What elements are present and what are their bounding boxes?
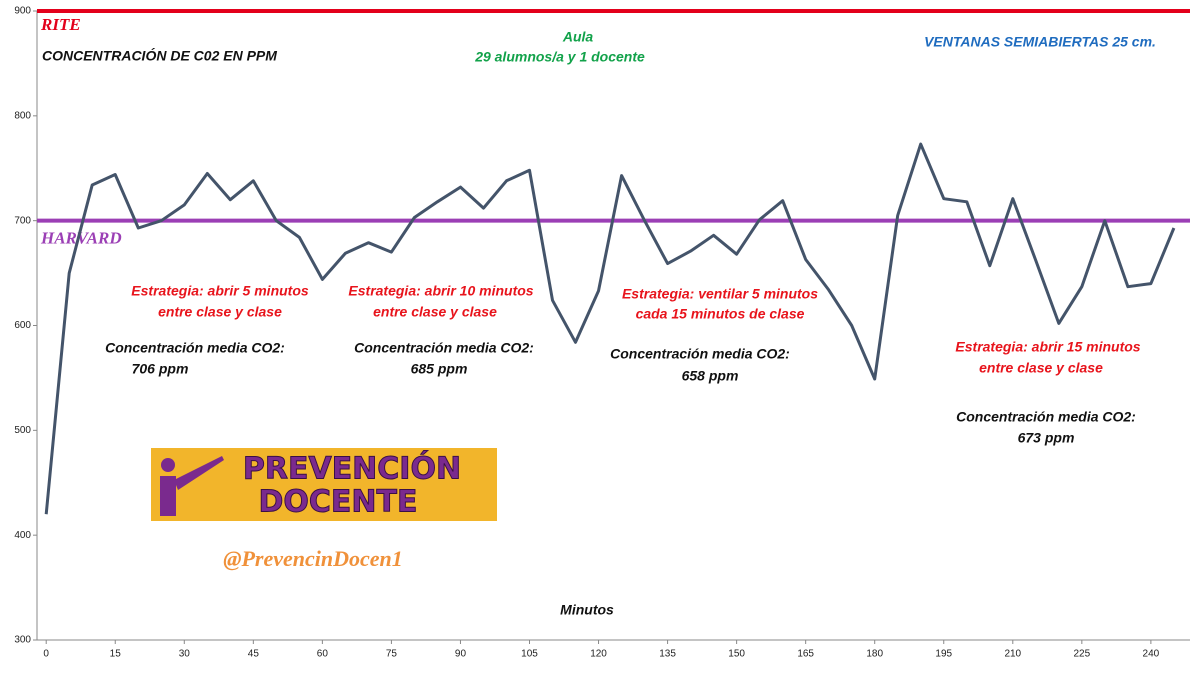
x-tick-label: 0	[43, 649, 49, 660]
annotation: entre clase y clase	[979, 360, 1103, 376]
x-tick-label: 105	[521, 649, 538, 660]
handle: @PrevencinDocen1	[223, 546, 403, 571]
annotation: 685 ppm	[411, 361, 468, 377]
logo-icon	[161, 458, 175, 472]
subtitle: Aula	[562, 29, 594, 45]
x-tick-label: 165	[797, 649, 814, 660]
x-tick-label: 195	[935, 649, 952, 660]
x-tick-label: 30	[179, 649, 191, 660]
x-tick-label: 120	[590, 649, 607, 660]
y-tick-label: 800	[14, 110, 31, 121]
subtitle: 29 alumnos/a y 1 docente	[474, 49, 645, 65]
annotation: Concentración media CO2:	[610, 346, 790, 362]
annotation: 658 ppm	[682, 368, 739, 384]
annotation: Estrategia: abrir 5 minutos	[131, 283, 309, 299]
reference-label: HARVARD	[40, 229, 122, 248]
annotation: Estrategia: ventilar 5 minutos	[622, 286, 818, 302]
logo-background	[151, 448, 497, 521]
annotation: Estrategia: abrir 10 minutos	[348, 283, 533, 299]
logo-text: PREVENCIÓN	[243, 450, 461, 487]
annotation: Concentración media CO2:	[105, 340, 285, 356]
logo-text: DOCENTE	[259, 485, 418, 520]
x-tick-label: 150	[728, 649, 745, 660]
logo-icon	[174, 456, 224, 490]
x-tick-label: 90	[455, 649, 467, 660]
reference-label: RITE	[40, 15, 81, 34]
x-tick-label: 60	[317, 649, 329, 660]
x-tick-label: 135	[659, 649, 676, 660]
annotation: Concentración media CO2:	[956, 409, 1136, 425]
x-tick-label: 210	[1004, 649, 1021, 660]
annotation: entre clase y clase	[373, 304, 497, 320]
annotation: Concentración media CO2:	[354, 340, 534, 356]
data-line	[44, 142, 1176, 515]
y-tick-label: 500	[14, 425, 31, 436]
annotation: 706 ppm	[132, 361, 189, 377]
logo: PREVENCIÓN DOCENTE	[151, 448, 497, 521]
x-tick-label: 15	[110, 649, 122, 660]
x-tick-label: 75	[386, 649, 398, 660]
y-tick-label: 700	[14, 215, 31, 226]
y-tick-label: 900	[14, 6, 31, 17]
x-tick-label: 225	[1073, 649, 1090, 660]
x-axis-label: Minutos	[560, 602, 614, 618]
plot: 300 400 500 600 700 800 900 0 15 30 45 60 75 90 105 120…	[14, 6, 1190, 660]
x-tick-label: 180	[866, 649, 883, 660]
note: VENTANAS SEMIABIERTAS 25 cm.	[924, 34, 1156, 50]
y-tick-label: 400	[14, 530, 31, 541]
x-tick-label: 240	[1143, 649, 1160, 660]
x-tick-label: 45	[248, 649, 260, 660]
annotation: cada 15 minutos de clase	[636, 306, 805, 322]
chart-title: CONCENTRACIÓN DE C02 EN PPM	[42, 47, 277, 64]
annotation: entre clase y clase	[158, 304, 282, 320]
annotation: 673 ppm	[1018, 430, 1075, 446]
logo-icon	[160, 476, 176, 516]
annotation: Estrategia: abrir 15 minutos	[955, 339, 1140, 355]
y-tick-label: 600	[14, 320, 31, 331]
y-tick-label: 300	[14, 635, 31, 646]
